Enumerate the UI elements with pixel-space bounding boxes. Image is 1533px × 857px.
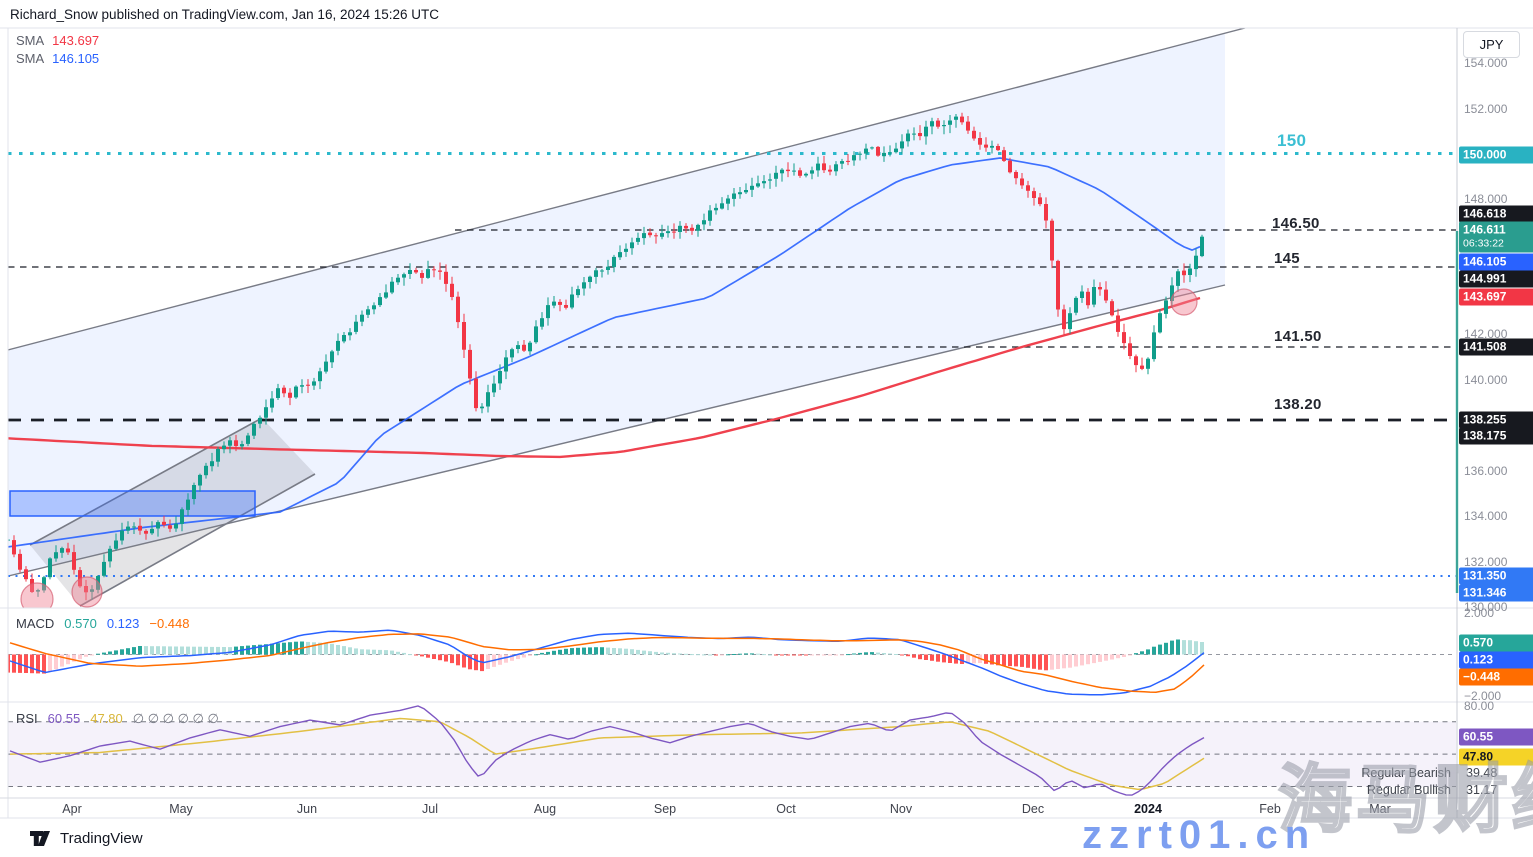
price-tick-label: 136.000 [1464, 464, 1508, 478]
price-axis-chip: 131.346 [1459, 584, 1533, 602]
tradingview-logo[interactable]: TradingView [30, 830, 143, 847]
time-tick-label: Oct [776, 802, 796, 816]
page-title: Richard_Snow published on TradingView.co… [10, 7, 440, 22]
price-axis-chip: 146.105 [1459, 253, 1533, 271]
rsi-ma-line [9, 717, 1205, 791]
highlight-circle [71, 576, 103, 608]
sma-slow-value: 143.697 [52, 33, 100, 48]
highlight-zone [9, 490, 256, 517]
highlight-circle [20, 582, 54, 608]
macd-signal-line [9, 633, 1205, 693]
time-tick-label: Jun [296, 802, 318, 816]
divergence-row-label: Regular Bearish [1361, 766, 1451, 780]
price-tick-label: 2.000 [1464, 606, 1495, 620]
time-tick-label: Feb [1259, 802, 1281, 816]
price-axis-chip: 138.175 [1459, 427, 1533, 445]
rsi-panel[interactable] [8, 705, 1456, 796]
time-tick-label: Apr [62, 802, 82, 816]
rsi-legend[interactable]: RSI 60.55 47.80 ∅ ∅ ∅ ∅ ∅ ∅ [16, 711, 229, 727]
price-axis-chip: 0.123 [1459, 651, 1533, 669]
divergence-row-value: 31.17 [1466, 783, 1498, 797]
price-axis-chip: 47.80 [1459, 748, 1533, 766]
rsi-label: RSI [16, 711, 38, 726]
macd-label: MACD [16, 616, 55, 631]
sma-fast-value: 146.105 [52, 51, 100, 66]
price-level-annotation: 146.50 [1272, 215, 1320, 232]
price-tick-label: 80.00 [1464, 699, 1495, 713]
price-tick-label: 152.000 [1464, 102, 1508, 116]
macd-histogram-value: 0.570 [64, 616, 97, 631]
candlesticks[interactable] [6, 112, 1204, 601]
sma-legend-row[interactable]: SMA 143.697 [16, 33, 99, 48]
macd-line [9, 629, 1205, 696]
last-update-time: 06:33:22 [1463, 237, 1504, 250]
time-tick-label: Mar [1369, 802, 1391, 816]
divergence-row-value: 39.48 [1466, 766, 1498, 780]
price-tick-label: 140.000 [1464, 373, 1508, 387]
trend-channel[interactable] [0, 28, 1246, 607]
price-axis-chip: 0.570 [1459, 634, 1533, 652]
sma-legend-row[interactable]: SMA 146.105 [16, 51, 99, 66]
price-tick-label: 142.000 [1464, 327, 1508, 341]
time-tick-label: Sep [653, 802, 677, 816]
time-tick-label: 2024 [1134, 802, 1162, 816]
sma-200-line [8, 296, 1201, 459]
price-tick-label: 134.000 [1464, 509, 1508, 523]
time-tick-label: May [169, 802, 193, 816]
price-level-annotation: 141.50 [1274, 328, 1322, 345]
macd-signal-value: −0.448 [149, 616, 190, 631]
price-axis-chip: 146.611 06:33:22 [1459, 221, 1533, 253]
rsi-value: 60.55 [47, 711, 81, 726]
macd-legend[interactable]: MACD 0.570 0.123 −0.448 [16, 616, 200, 631]
price-axis-chip: 60.55 [1459, 728, 1533, 746]
tradingview-logo-icon [30, 831, 50, 846]
price-axis-chip: −0.448 [1459, 668, 1533, 686]
price-level-annotation: 145 [1274, 250, 1300, 267]
macd-panel[interactable] [6, 629, 1456, 696]
tradingview-logo-text: TradingView [60, 830, 143, 847]
time-tick-label: Aug [533, 802, 557, 816]
price-tick-label: −2.000 [1464, 689, 1502, 703]
rsi-divergence-params: ∅ ∅ ∅ ∅ ∅ ∅ [132, 711, 219, 726]
price-tick-label: 154.000 [1464, 56, 1508, 70]
macd-value: 0.123 [106, 616, 140, 631]
pane-borders [0, 27, 1533, 819]
rsi-line [9, 705, 1205, 796]
time-tick-label: Jul [422, 802, 438, 816]
price-level-annotation: 138.20 [1274, 396, 1322, 413]
price-axis-chip: 146.618 [1459, 205, 1533, 223]
sma-fast-label: SMA [16, 51, 45, 66]
time-tick-label: Dec [1021, 802, 1045, 816]
price-axis-chip: 131.350 [1459, 567, 1533, 585]
price-tick-label: 148.000 [1464, 192, 1508, 206]
price-axis-chip: 150.000 [1459, 146, 1533, 164]
price-level-annotation: 150 [1277, 131, 1307, 150]
horizontal-level-lines[interactable] [8, 152, 1456, 577]
sma-50-line [8, 157, 1201, 548]
highlight-circle [1170, 288, 1198, 316]
price-axis-chip: 138.255 [1459, 411, 1533, 429]
macd-histogram [8, 639, 1204, 674]
price-tick-label: 130.000 [1464, 600, 1508, 614]
price-axis-chip: 141.508 [1459, 338, 1533, 356]
sma-slow-label: SMA [16, 33, 45, 48]
price-tick-label: 132.000 [1464, 555, 1508, 569]
price-axis-chip: 144.991 [1459, 270, 1533, 288]
price-axis-chip: 143.697 [1459, 288, 1533, 306]
divergence-row-label: Regular Bullish [1366, 783, 1451, 797]
rsi-ma-value: 47.80 [90, 711, 123, 726]
indicator-legend[interactable]: SMA 143.697 SMA 146.105 [16, 33, 99, 66]
currency-toggle-button[interactable]: JPY [1463, 31, 1520, 58]
time-tick-label: Nov [889, 802, 913, 816]
